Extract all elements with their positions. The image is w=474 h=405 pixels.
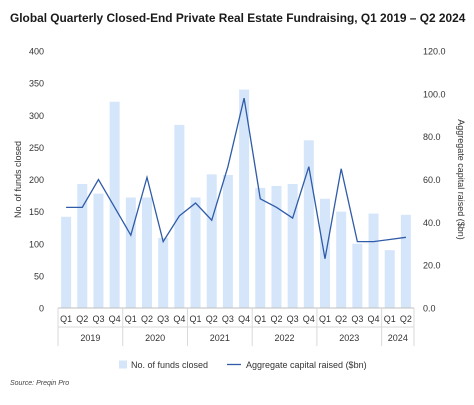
axes-layer: 0 50 100 150 200 250 300 350 400 0.0 20.0 40.0 60.0 8… [13,47,466,346]
y-tick-label: 0 [39,304,44,314]
x-tick-label: Q3 [157,314,169,324]
legend-layer: No. of funds closed Aggregate capital rai… [119,360,367,370]
year-label: 2024 [388,333,408,343]
x-tick-label: Q1 [60,314,72,324]
year-label: 2021 [210,333,230,343]
x-tick-label: Q2 [141,314,153,324]
bar [336,211,347,308]
bar [77,183,88,308]
x-tick-label: Q2 [270,314,282,324]
legend-bar-swatch [119,360,127,369]
y2-tick-label: 60.0 [423,175,441,185]
bar [255,187,266,308]
legend-bar-label: No. of funds closed [131,360,208,370]
bar [109,101,120,308]
x-tick-label: Q3 [287,314,299,324]
x-tick-label: Q1 [125,314,137,324]
y-axis-label: No. of funds closed [13,141,23,218]
y2-tick-label: 120.0 [423,47,446,57]
x-tick-label: Q2 [335,314,347,324]
y-tick-label: 300 [29,111,44,121]
line-layer [66,97,406,259]
chart-title: Global Quarterly Closed-End Private Real… [10,11,466,25]
bar [319,198,331,308]
x-tick-label: Q1 [254,314,266,324]
y2-tick-label: 20.0 [423,261,441,271]
bar [271,185,282,308]
bar [61,216,72,308]
bar [190,197,201,308]
bar [303,140,314,308]
bar [287,183,298,308]
source-note: Source: Preqin Pro [10,380,70,387]
x-tick-label: Q3 [92,314,104,324]
x-tick-label: Q2 [76,314,88,324]
y-tick-label: 350 [29,79,44,89]
y-tick-label: 200 [29,175,44,185]
bar [352,243,363,308]
year-label: 2019 [80,333,100,343]
chart-svg: 0 50 100 150 200 250 300 350 400 0.0 20.0 40.0 60.0 8… [13,47,466,371]
x-tick-label: Q4 [368,314,380,324]
x-tick-label: Q4 [109,314,121,324]
y-tick-label: 50 [34,271,44,281]
x-tick-label: Q2 [400,314,412,324]
y2-tick-label: 40.0 [423,218,441,228]
x-tick-label: Q4 [238,314,250,324]
y-tick-label: 150 [29,207,44,217]
x-tick-label: Q3 [222,314,234,324]
bar [125,197,136,308]
y2-axis-label: Aggregate capital raised ($bn) [456,119,466,240]
legend-line-label: Aggregate capital raised ($bn) [246,360,367,370]
y-tick-label: 100 [29,239,44,249]
year-label: 2023 [339,333,359,343]
y2-tick-label: 100.0 [423,89,446,99]
bar [222,175,233,308]
x-tick-label: Q1 [190,314,202,324]
year-label: 2020 [145,333,165,343]
capital-line [66,97,406,259]
x-tick-label: Q2 [206,314,218,324]
bar [400,214,411,308]
y-tick-label: 250 [29,143,44,153]
x-tick-label: Q4 [173,314,185,324]
y2-tick-label: 0.0 [423,304,436,314]
y2-tick-label: 80.0 [423,132,441,142]
bar [141,197,153,308]
year-label: 2022 [275,333,295,343]
bars-layer [61,89,411,308]
bar [158,237,169,308]
x-tick-label: Q1 [319,314,331,324]
bar [239,89,250,308]
bar [384,250,395,308]
bar [368,213,379,308]
bar [206,174,217,308]
bar [93,193,104,308]
x-tick-label: Q1 [384,314,396,324]
x-tick-label: Q4 [303,314,315,324]
x-tick-label: Q3 [351,314,363,324]
y-tick-label: 400 [29,47,44,57]
